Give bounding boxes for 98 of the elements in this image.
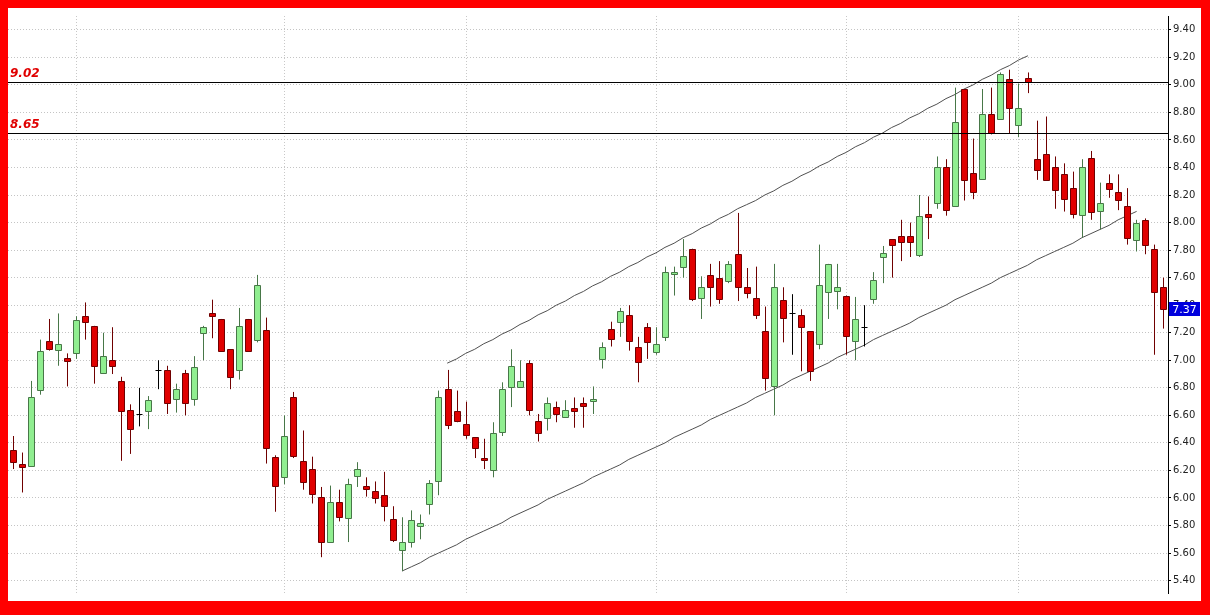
ref-line-label: 9.02 — [10, 65, 40, 80]
candlestick — [925, 195, 932, 240]
candlestick — [82, 301, 89, 341]
candlestick — [336, 489, 343, 522]
y-tick-label: 5.60 — [1173, 546, 1196, 558]
ref-line-label: 8.65 — [10, 116, 40, 131]
candlestick — [1160, 277, 1167, 330]
candlestick — [381, 471, 388, 522]
candlestick — [861, 304, 868, 347]
y-tick-label: 5.40 — [1173, 574, 1196, 586]
y-tick-label: 8.40 — [1173, 161, 1196, 173]
candlestick — [454, 390, 461, 423]
candlestick — [209, 299, 216, 339]
candlestick — [517, 359, 524, 388]
candlestick — [698, 275, 705, 320]
y-tick-label: 9.20 — [1173, 50, 1196, 62]
y-tick-label: 6.00 — [1173, 491, 1196, 503]
y-tick-label: 6.40 — [1173, 436, 1196, 448]
candlestick — [417, 514, 424, 540]
candlestick — [399, 516, 406, 572]
candlestick — [599, 341, 606, 370]
y-tick-label: 6.60 — [1173, 408, 1196, 420]
candlestick — [463, 401, 470, 440]
candlestick — [1052, 155, 1059, 210]
candlestick — [608, 321, 615, 347]
candlestick — [300, 430, 307, 491]
y-tick-label: 7.60 — [1173, 271, 1196, 283]
candlestick — [535, 413, 542, 443]
candlestick — [617, 307, 624, 338]
candlestick — [127, 403, 134, 455]
candlestick — [408, 509, 415, 549]
candlestick — [1115, 173, 1122, 211]
y-tick-label: 6.20 — [1173, 464, 1196, 476]
candlestick — [481, 438, 488, 470]
candlestick — [155, 359, 162, 390]
candlestick — [372, 480, 379, 504]
y-tick-label: 7.80 — [1173, 243, 1196, 255]
candlestick — [870, 271, 877, 305]
candlestick — [544, 396, 551, 431]
candlestick — [970, 138, 977, 200]
candlestick — [590, 385, 597, 415]
y-tick-label: 6.80 — [1173, 381, 1196, 393]
candlestick — [880, 245, 887, 284]
candlestick — [145, 395, 152, 430]
y-tick-label: 7.00 — [1173, 353, 1196, 365]
candlestick — [10, 435, 17, 470]
candlestick — [988, 87, 995, 135]
candlestick — [1097, 182, 1104, 230]
candlestick — [1015, 82, 1022, 138]
candlestick — [635, 336, 642, 383]
candlestick — [889, 238, 896, 279]
candlestick — [46, 318, 53, 352]
candlestick — [753, 266, 760, 320]
candlestick — [553, 401, 560, 423]
candlestick — [100, 332, 107, 374]
candlestick — [200, 325, 207, 361]
candlestick — [798, 308, 805, 372]
y-tick-label: 5.80 — [1173, 519, 1196, 531]
candlestick — [789, 293, 796, 356]
candlestick — [363, 476, 370, 498]
candlestick — [907, 222, 914, 258]
candlestick — [852, 296, 859, 361]
annotation: 7.37 — [1172, 302, 1197, 316]
candlestick — [1034, 120, 1041, 181]
y-tick-label: 8.60 — [1173, 133, 1196, 145]
candlestick — [680, 238, 687, 279]
candlestick — [653, 326, 660, 356]
candlestick — [55, 312, 62, 367]
candlestick — [644, 322, 651, 360]
y-tick-label: 9.00 — [1173, 78, 1196, 90]
candlestick — [1025, 71, 1032, 94]
candlestick — [354, 461, 361, 488]
candlestick — [834, 263, 841, 310]
candlestick — [671, 266, 678, 297]
candlestick — [109, 326, 116, 375]
y-tick-label: 8.00 — [1173, 216, 1196, 228]
candlestick — [707, 263, 714, 308]
candlestick — [1133, 219, 1140, 252]
candlestick — [390, 505, 397, 543]
candlestick — [1106, 173, 1113, 199]
candlestick — [472, 436, 479, 459]
y-tick-label: 9.40 — [1173, 23, 1196, 35]
y-tick-label: 8.20 — [1173, 188, 1196, 200]
candlestick — [780, 286, 787, 343]
candlestick — [19, 452, 26, 493]
candlestick — [426, 479, 433, 516]
candlestick — [716, 260, 723, 305]
candlestick — [173, 383, 180, 414]
candlestick — [580, 396, 587, 429]
candlestick — [508, 348, 515, 408]
candlestick — [744, 267, 751, 299]
y-tick-label: 8.80 — [1173, 105, 1196, 117]
candlestick — [571, 396, 578, 429]
candlestick — [136, 387, 143, 427]
y-tick-label: 7.20 — [1173, 326, 1196, 338]
candlestick — [725, 260, 732, 284]
candlestick — [64, 352, 71, 387]
candlestick — [898, 219, 905, 262]
